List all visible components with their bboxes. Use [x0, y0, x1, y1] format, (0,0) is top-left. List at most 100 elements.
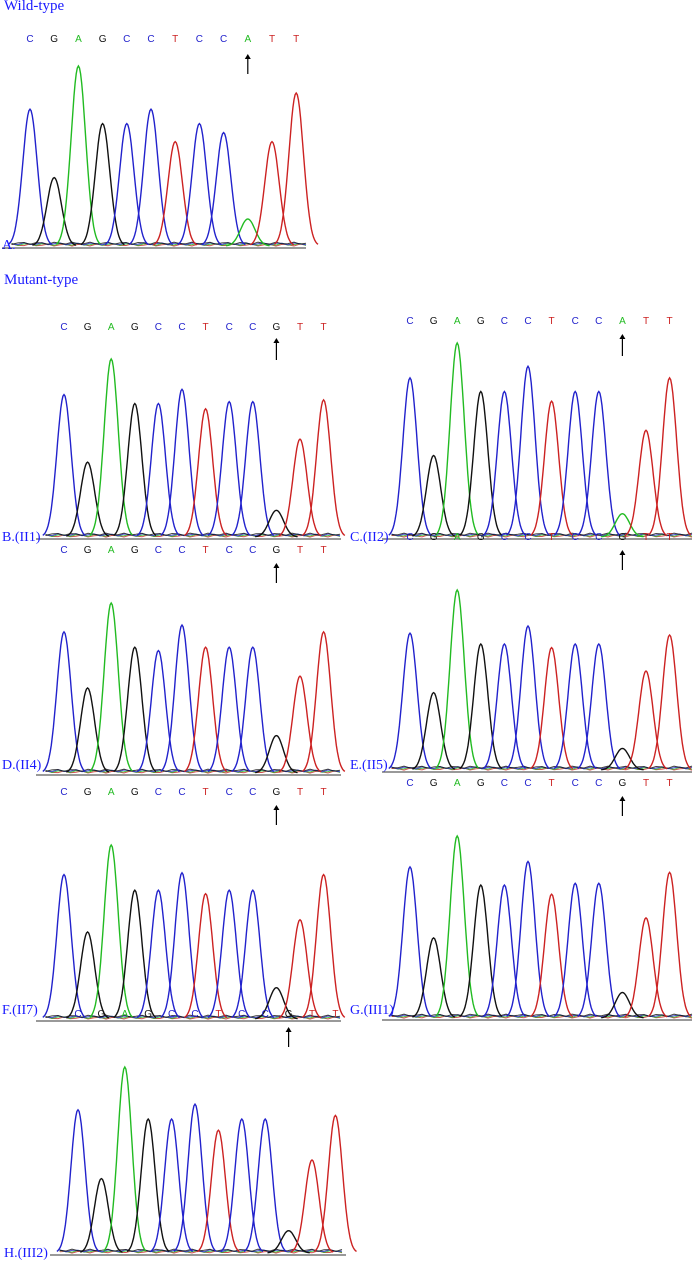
- base-letter-4: G: [477, 778, 485, 789]
- base-letter-8: C: [572, 316, 579, 327]
- chromatogram-panel-f: C G A G C C T C C G T T F.(II7): [0, 787, 346, 1025]
- peak-8: [207, 646, 251, 773]
- peak-8: [220, 1117, 264, 1253]
- peak-6: [173, 1102, 217, 1252]
- base-letter-11: T: [269, 34, 275, 45]
- peak-4: [113, 646, 157, 773]
- peak-1: [56, 1108, 100, 1252]
- peak-5: [136, 402, 181, 537]
- peak-2: [412, 936, 456, 1018]
- base-letter-1: C: [406, 778, 413, 789]
- peak-1: [42, 630, 86, 772]
- panel-label-a: A.: [2, 238, 16, 253]
- peak-1: [388, 376, 432, 536]
- base-letter-2: G: [84, 787, 92, 798]
- mutation-arrow-icon: [285, 1027, 292, 1032]
- peak-7: [183, 646, 228, 773]
- base-letter-2: G: [430, 316, 438, 327]
- base-letter-4: G: [131, 322, 139, 333]
- peak-11: [278, 918, 322, 1019]
- wild-type-title: Wild-type: [4, 0, 65, 14]
- base-letter-6: C: [524, 532, 531, 543]
- base-letter-12: T: [667, 778, 673, 789]
- peak-5: [136, 649, 181, 773]
- base-letter-7: T: [549, 316, 555, 327]
- peak-10: [601, 747, 644, 771]
- chromatogram-c: C G A G C C T C C A T T: [382, 316, 693, 540]
- peak-4: [113, 889, 157, 1019]
- base-letter-12: T: [667, 316, 673, 327]
- base-letter-10: A: [619, 316, 626, 327]
- base-letter-1: C: [74, 1009, 81, 1020]
- base-letter-4: G: [99, 34, 107, 45]
- peak-5: [104, 122, 149, 246]
- peak-3: [89, 601, 133, 772]
- peak-12: [647, 633, 692, 770]
- base-letter-3: A: [121, 1009, 128, 1020]
- peak-2: [412, 691, 456, 770]
- base-letter-9: C: [595, 316, 602, 327]
- peak-7: [153, 140, 198, 246]
- chromatogram-panel-h: C G A G C C T C C G T T H.(III2): [0, 1009, 357, 1268]
- peak-6: [160, 623, 204, 772]
- mutant-type-title: Mutant-type: [4, 272, 79, 288]
- peak-3: [435, 588, 479, 769]
- base-letter-5: C: [123, 34, 130, 45]
- peak-10: [225, 218, 270, 247]
- peak-8: [553, 642, 597, 770]
- base-letter-12: T: [321, 322, 327, 333]
- peak-2: [412, 454, 456, 537]
- peak-1: [388, 632, 432, 770]
- peak-9: [231, 889, 275, 1019]
- base-letter-5: C: [155, 322, 162, 333]
- base-letter-1: C: [60, 787, 67, 798]
- peak-4: [459, 642, 503, 770]
- peak-6: [160, 871, 204, 1018]
- peak-12: [301, 398, 346, 537]
- peak-11: [290, 1159, 334, 1253]
- mutation-arrow-icon: [273, 563, 280, 568]
- peak-7: [196, 1129, 240, 1253]
- panel-label-d: D.(II4): [2, 758, 42, 773]
- chromatogram-panel-c: C G A G C C T C C A T T C.(II2): [348, 310, 696, 546]
- base-letter-4: G: [131, 545, 139, 556]
- base-letter-10: G: [285, 1009, 293, 1020]
- base-letter-6: C: [191, 1009, 198, 1020]
- peak-4: [126, 1117, 170, 1253]
- peak-9: [577, 642, 621, 770]
- mutation-arrow-icon: [273, 338, 280, 343]
- base-letter-6: C: [147, 34, 154, 45]
- base-letter-2: G: [84, 322, 92, 333]
- base-letter-1: C: [60, 322, 67, 333]
- base-letter-2: G: [84, 545, 92, 556]
- base-letter-3: A: [108, 545, 115, 556]
- peak-4: [459, 390, 503, 536]
- base-letter-4: G: [144, 1009, 152, 1020]
- peak-4: [459, 883, 503, 1018]
- base-letter-10: A: [244, 34, 251, 45]
- base-letter-8: C: [572, 532, 579, 543]
- peak-5: [150, 1117, 194, 1253]
- base-letter-9: C: [249, 322, 256, 333]
- peak-10: [601, 512, 644, 538]
- base-letter-1: C: [60, 545, 67, 556]
- peak-11: [249, 140, 295, 246]
- base-letter-10: G: [273, 322, 281, 333]
- peak-5: [482, 642, 527, 770]
- base-letter-5: C: [501, 778, 508, 789]
- base-letter-7: T: [203, 322, 209, 333]
- peak-4: [113, 402, 157, 537]
- panel-label-g: G.(III1): [350, 1003, 394, 1018]
- base-letter-9: C: [262, 1009, 269, 1020]
- base-letter-11: T: [297, 787, 303, 798]
- peak-3: [103, 1065, 147, 1252]
- base-letter-5: C: [501, 532, 508, 543]
- base-letter-8: C: [238, 1009, 245, 1020]
- peak-3: [435, 834, 479, 1017]
- base-letter-5: C: [168, 1009, 175, 1020]
- peak-7: [529, 893, 574, 1018]
